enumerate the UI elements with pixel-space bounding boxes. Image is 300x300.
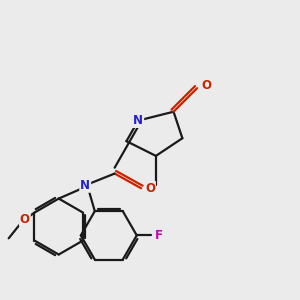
Text: O: O <box>20 213 30 226</box>
Text: N: N <box>80 179 90 192</box>
Text: N: N <box>133 114 143 127</box>
Text: O: O <box>201 79 211 92</box>
Text: F: F <box>155 229 163 242</box>
Text: O: O <box>145 182 155 195</box>
